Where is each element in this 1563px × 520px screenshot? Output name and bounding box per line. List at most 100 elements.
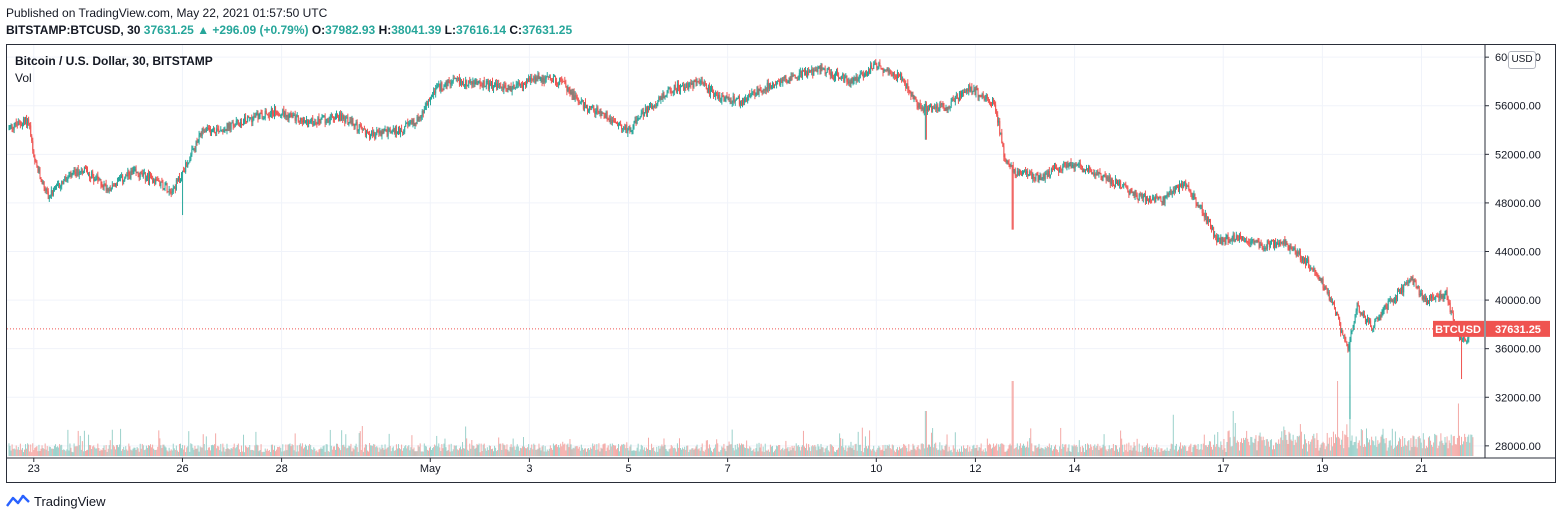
volume-bar [687,445,689,456]
candle-body [17,121,19,126]
volume-bar [60,445,62,456]
y-tick-label: 36000.00 [1495,344,1541,356]
candle-body [143,172,145,174]
volume-bar [486,447,488,456]
candle-body [955,94,957,96]
candle-body [280,114,282,116]
candle-body [1034,177,1036,180]
candle-body [135,169,137,173]
volume-bar [189,451,191,456]
volume-bar [945,444,947,456]
candle-body [1430,297,1432,299]
volume-bar [1012,381,1014,456]
candle-body [854,77,856,81]
candle-body [85,169,87,171]
volume-bar [814,444,816,456]
candle-body [197,141,199,143]
candle-body [497,83,499,89]
volume-bar [683,449,685,456]
candle-body [1160,197,1162,202]
candle-body [240,122,242,125]
volume-bar [699,450,701,456]
volume-bar [1318,450,1320,456]
volume-bar [732,447,734,456]
volume-bar [108,445,110,456]
volume-bar [624,444,626,456]
volume-bar [1408,440,1410,456]
candle-body [1039,175,1041,179]
volume-bar [22,452,24,456]
candle-body [1310,268,1312,270]
symbol-label: BITSTAMP:BTCUSD, 30 [6,23,141,37]
volume-bar [808,444,810,456]
candle-body [623,126,625,129]
currency-button[interactable]: USD [1508,51,1536,69]
volume-bar [34,447,36,456]
chart-legend-title[interactable]: Bitcoin / U.S. Dollar, 30, BITSTAMP [15,54,213,68]
volume-bar [1157,449,1159,456]
symbol-tag-bg [1433,320,1484,337]
volume-bar [38,444,40,456]
candle-body [753,91,755,93]
candle-body [185,162,187,173]
volume-bar [101,450,103,456]
candle-body [1447,297,1449,303]
volume-bar [206,450,208,456]
candle-body [516,83,518,85]
candle-body [1108,176,1110,182]
volume-bar [1298,435,1300,456]
volume-bar [1192,447,1194,456]
candle-body [907,83,909,90]
candle-body [591,105,593,108]
volume-bar [1161,448,1163,456]
candle-body [1107,176,1109,182]
volume-bar [489,445,491,456]
volume-bar [505,449,507,456]
candle-body [937,105,939,111]
candle-body [10,124,12,126]
volume-bar [976,444,978,456]
candle-body [1239,234,1241,239]
tradingview-logo[interactable]: TradingView [6,492,106,510]
candle-body [1128,191,1130,195]
volume-bar [868,445,870,456]
candle-body [1024,169,1026,171]
candle-body [836,71,838,73]
candle-body [731,102,733,104]
volume-bar [168,447,170,456]
volume-bar [1419,438,1421,456]
volume-bar [663,438,665,456]
volume-bar [559,447,561,456]
volume-bar [1285,434,1287,456]
volume-bar [1066,451,1068,456]
volume-bar [1094,444,1096,456]
candle-body [506,88,508,90]
candle-body [691,83,693,85]
candle-body [1150,198,1152,200]
candle-body [1028,175,1030,177]
volume-bar [1264,445,1266,456]
volume-bar [666,450,668,456]
y-tick-label: 28000.00 [1495,441,1541,453]
volume-bar [118,447,120,456]
volume-bar [520,448,522,456]
volume-legend[interactable]: Vol [15,71,32,85]
candle-body [574,95,576,100]
volume-bar [942,448,944,456]
candle-body [372,130,374,136]
volume-bar [1421,448,1423,456]
candle-body [433,90,435,95]
volume-bar [920,443,922,456]
candle-body [309,120,311,123]
candle-body [1163,196,1165,203]
candle-body [1359,312,1361,314]
volume-bar [597,449,599,456]
chart-frame[interactable] [6,44,1556,483]
candle-body [1190,190,1192,195]
candle-body [986,95,988,99]
volume-bar [407,446,409,456]
volume-bar [1416,447,1418,456]
candle-body [868,68,870,72]
volume-bar [1221,445,1223,456]
